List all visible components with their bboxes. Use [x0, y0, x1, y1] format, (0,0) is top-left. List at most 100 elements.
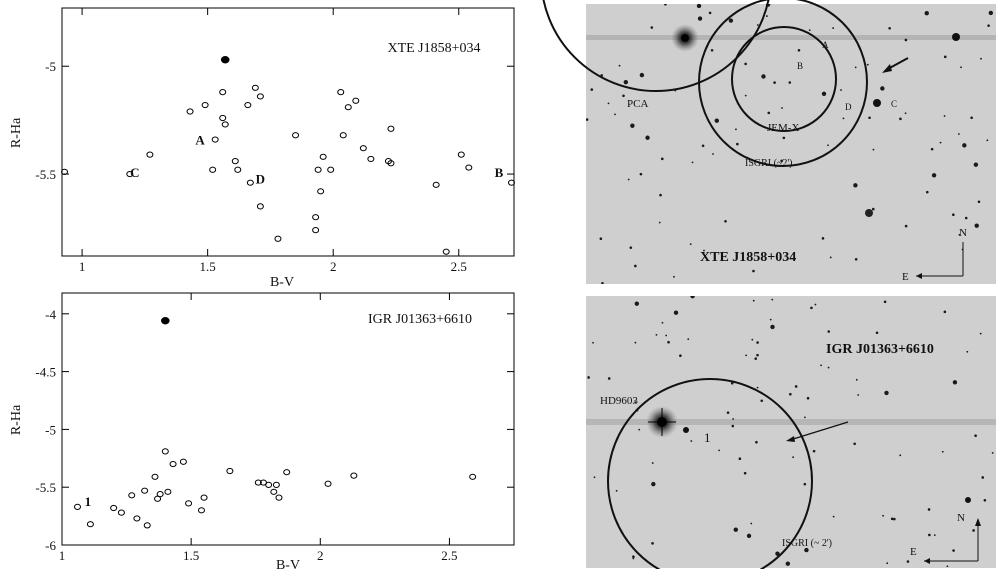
background-star — [632, 557, 635, 560]
background-star — [814, 303, 817, 306]
background-star — [792, 456, 795, 459]
background-star — [769, 318, 772, 321]
image1-bright-star-core — [681, 34, 689, 42]
background-star — [724, 220, 727, 223]
background-star — [880, 86, 885, 91]
chart2-ylabel: R-Ha — [9, 404, 24, 435]
background-star — [733, 527, 738, 532]
background-star — [673, 310, 679, 315]
background-star — [586, 118, 589, 121]
label-d: D — [845, 102, 852, 112]
background-star — [973, 162, 979, 167]
background-star — [821, 237, 825, 240]
background-star — [924, 11, 929, 16]
chart2-xtick-label: 1.5 — [183, 548, 199, 563]
finding-chart-igr-j01363: HD9603 1 ISGRI (~ 2') IGR J01363+6610 N … — [586, 296, 996, 569]
background-star — [629, 246, 633, 249]
background-star — [731, 424, 735, 428]
isgri-circle — [698, 0, 868, 167]
data-point-filled — [161, 317, 170, 325]
image1-east-arrowhead — [916, 273, 922, 279]
data-point — [156, 491, 164, 498]
data-point — [337, 89, 345, 96]
background-star — [627, 178, 630, 181]
background-star — [664, 4, 667, 6]
data-point — [219, 114, 227, 122]
data-point — [314, 166, 322, 173]
chart1-ylabel: R-Ha — [9, 117, 24, 148]
image2-north-arrowhead — [975, 518, 981, 526]
background-star — [941, 450, 944, 453]
chart2-ytick-label: -5 — [45, 422, 56, 437]
data-point — [179, 458, 187, 465]
data-point — [387, 125, 395, 132]
background-star — [712, 153, 714, 155]
data-point — [319, 153, 327, 160]
background-star — [952, 213, 955, 217]
background-star — [714, 118, 719, 123]
image1-arrow-head — [882, 64, 892, 73]
chart1-xlabel: B-V — [270, 275, 294, 290]
data-point — [359, 145, 367, 152]
image1-star-lower — [865, 209, 873, 217]
background-star — [638, 428, 641, 431]
background-star — [618, 64, 621, 67]
background-star — [780, 159, 783, 163]
label-isgri-1: ISGRI (~2') — [745, 158, 793, 169]
background-star — [977, 200, 981, 204]
background-star — [810, 306, 813, 310]
background-star — [927, 508, 931, 511]
label-c: C — [891, 99, 897, 109]
data-point — [221, 121, 229, 128]
image1-title: XTE J1858+034 — [700, 250, 796, 265]
background-star — [651, 481, 656, 487]
background-star — [667, 340, 670, 344]
label-hd9603: HD9603 — [600, 395, 638, 407]
background-star — [872, 148, 875, 151]
background-star — [966, 350, 969, 353]
background-star — [726, 411, 730, 414]
background-star — [750, 522, 753, 525]
chart2-xtick-label: 2.5 — [441, 548, 457, 563]
image2-east-label: E — [910, 546, 917, 558]
background-star — [607, 102, 610, 105]
chart1-xtick-label: 2 — [330, 259, 337, 274]
background-star — [960, 66, 962, 69]
data-point — [272, 481, 280, 488]
background-star — [661, 321, 664, 324]
background-star — [794, 385, 798, 388]
data-point — [275, 494, 283, 501]
image1-stars — [586, 4, 994, 284]
background-star — [655, 333, 658, 336]
background-star — [979, 332, 982, 335]
background-star — [884, 390, 889, 396]
background-star — [933, 534, 936, 537]
data-point — [185, 500, 193, 507]
background-star — [943, 115, 946, 117]
data-point — [339, 132, 347, 139]
background-star — [736, 142, 739, 146]
background-star — [970, 116, 973, 120]
chart2-ytick-label: -6 — [45, 538, 56, 553]
background-star — [888, 26, 891, 30]
background-star — [980, 57, 982, 60]
data-point — [465, 164, 473, 171]
background-star — [752, 299, 755, 302]
background-star — [738, 457, 742, 461]
background-star — [760, 399, 764, 403]
chart-igr-j01363: 1 1.5 2 2.5 -4 -4.5 -5 -5.5 -6 1 IGR J01363+6610… — [9, 292, 515, 569]
background-star — [842, 117, 845, 120]
background-star — [771, 298, 774, 301]
background-star — [651, 462, 654, 464]
background-star — [827, 330, 831, 333]
background-star — [986, 139, 989, 142]
image2-arrow — [789, 421, 849, 441]
background-star — [952, 549, 955, 552]
background-star — [939, 141, 942, 144]
background-star — [904, 224, 908, 228]
background-star — [853, 442, 856, 446]
chart1-title: XTE J1858+034 — [387, 41, 480, 56]
background-star — [857, 394, 860, 396]
background-star — [665, 334, 668, 337]
background-star — [615, 489, 618, 492]
